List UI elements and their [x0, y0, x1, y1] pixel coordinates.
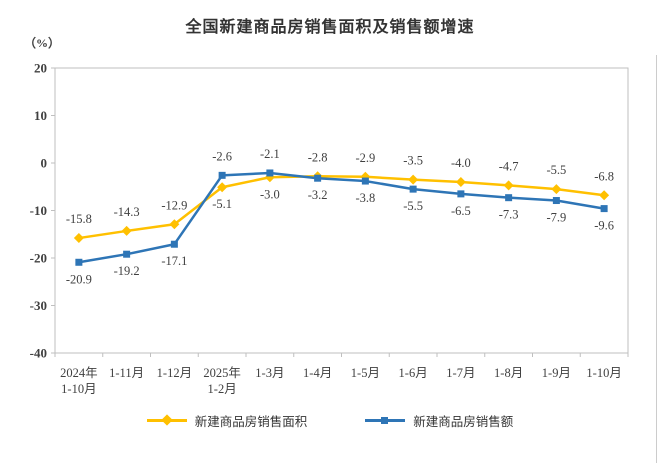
sales-area-line-swatch [146, 414, 187, 426]
diamond-marker-icon [169, 219, 180, 230]
x-axis: 2024年 1-10月 1-11月 1-12月 2025年 1-2月 1-3月 1-4月 1-5… [54, 353, 629, 396]
square-marker-icon [600, 205, 608, 213]
series-line [78, 175, 605, 240]
square-marker-icon [170, 240, 178, 248]
x-category-label: 2025年 [203, 366, 241, 380]
y-tick-label: -20 [30, 251, 47, 266]
page-right-border [656, 55, 657, 463]
square-marker-icon [361, 177, 369, 185]
data-label: -19.2 [114, 264, 140, 278]
x-category-label: 1-7月 [446, 366, 475, 380]
sales-value-line-swatch [365, 416, 406, 425]
y-tick-label: 10 [34, 108, 47, 123]
data-label: -5.5 [546, 163, 566, 177]
square-marker-icon [314, 174, 322, 182]
data-label: -6.5 [451, 204, 471, 218]
legend-item-sales-value: 新建商品房销售额 [365, 411, 513, 430]
diamond-marker-icon [551, 184, 562, 195]
data-label: -14.3 [114, 205, 140, 219]
x-category-label: 1-10月 [61, 382, 96, 396]
data-label: -5.5 [403, 199, 423, 213]
x-category-label: 1-10月 [586, 366, 621, 380]
series-line [78, 171, 605, 264]
square-marker-icon [75, 258, 83, 266]
chart-title: 全国新建商品房销售面积及销售额增速 [185, 19, 475, 36]
data-label: -4.0 [451, 156, 471, 170]
legend-label-sales-area: 新建商品房销售面积 [194, 415, 308, 429]
y-tick-label: 0 [41, 156, 48, 171]
data-label: -2.9 [355, 151, 375, 165]
square-marker-icon [381, 417, 389, 424]
data-label: -6.8 [594, 169, 614, 183]
diamond-marker-icon [408, 174, 419, 185]
diamond-marker-icon [599, 190, 610, 201]
data-label: -3.5 [403, 154, 423, 168]
x-category-label: 1-6月 [399, 366, 428, 380]
x-category-label: 1-2月 [208, 382, 237, 396]
x-category-label: 1-8月 [494, 366, 523, 380]
data-label: -9.6 [594, 219, 614, 233]
y-tick-label: 20 [34, 61, 47, 76]
data-label: -7.3 [499, 208, 519, 222]
diamond-marker-icon [121, 225, 132, 236]
square-marker-icon [552, 197, 560, 205]
x-category-label: 1-9月 [542, 366, 571, 380]
x-category-label: 1-11月 [109, 366, 144, 380]
y-tick-label: -10 [30, 203, 47, 218]
data-label: -20.9 [66, 272, 92, 286]
square-marker-icon [505, 194, 513, 202]
diamond-marker-icon [455, 177, 466, 187]
data-label: -3.0 [260, 187, 280, 201]
data-label: -2.6 [212, 149, 232, 163]
x-category-label: 1-5月 [351, 366, 380, 380]
data-label: -15.8 [66, 212, 92, 226]
x-category-label: 2024年 [60, 366, 98, 380]
series-1: -20.9-19.2-17.1-2.6 -2.1-3.2 -3.8-5.5 -6.5-… [66, 147, 614, 286]
plot-area-border [54, 67, 629, 354]
data-label: -7.9 [546, 211, 566, 225]
data-label: -3.2 [308, 188, 328, 202]
x-category-label: 1-12月 [157, 366, 192, 380]
x-category-label: 1-4月 [303, 366, 332, 380]
square-marker-icon [123, 250, 131, 258]
square-marker-icon [218, 171, 226, 179]
data-label: -5.1 [212, 197, 232, 211]
diamond-marker-icon [217, 182, 228, 193]
diamond-marker-icon [73, 233, 84, 244]
diamond-marker-icon [161, 414, 173, 426]
data-label: -12.9 [161, 198, 187, 212]
y-axis: 20 10 0 -10 -20 -30 -40 [30, 61, 55, 361]
legend-item-sales-area: 新建商品房销售面积 [146, 411, 308, 430]
chart-legend: 新建商品房销售面积 新建商品房销售额 [0, 411, 660, 430]
x-category-label: 1-3月 [255, 366, 284, 380]
legend-label-sales-value: 新建商品房销售额 [413, 415, 514, 429]
series-0: -15.8 -14.3 -12.9 -5.1 -3.0 -2.8 -2.9 -3.5 -4.0 -… [66, 150, 614, 244]
y-tick-label: -40 [30, 346, 47, 361]
square-marker-icon [409, 185, 417, 193]
square-marker-icon [266, 169, 274, 177]
data-label: -4.7 [499, 159, 519, 173]
square-marker-icon [457, 190, 465, 198]
y-axis-unit-label: （%） [24, 36, 61, 50]
data-label: -17.1 [161, 254, 187, 268]
data-label: -2.1 [260, 147, 280, 161]
diamond-marker-icon [503, 180, 514, 191]
data-label: -3.8 [355, 191, 375, 205]
y-tick-label: -30 [30, 298, 47, 313]
data-label: -2.8 [308, 150, 328, 164]
